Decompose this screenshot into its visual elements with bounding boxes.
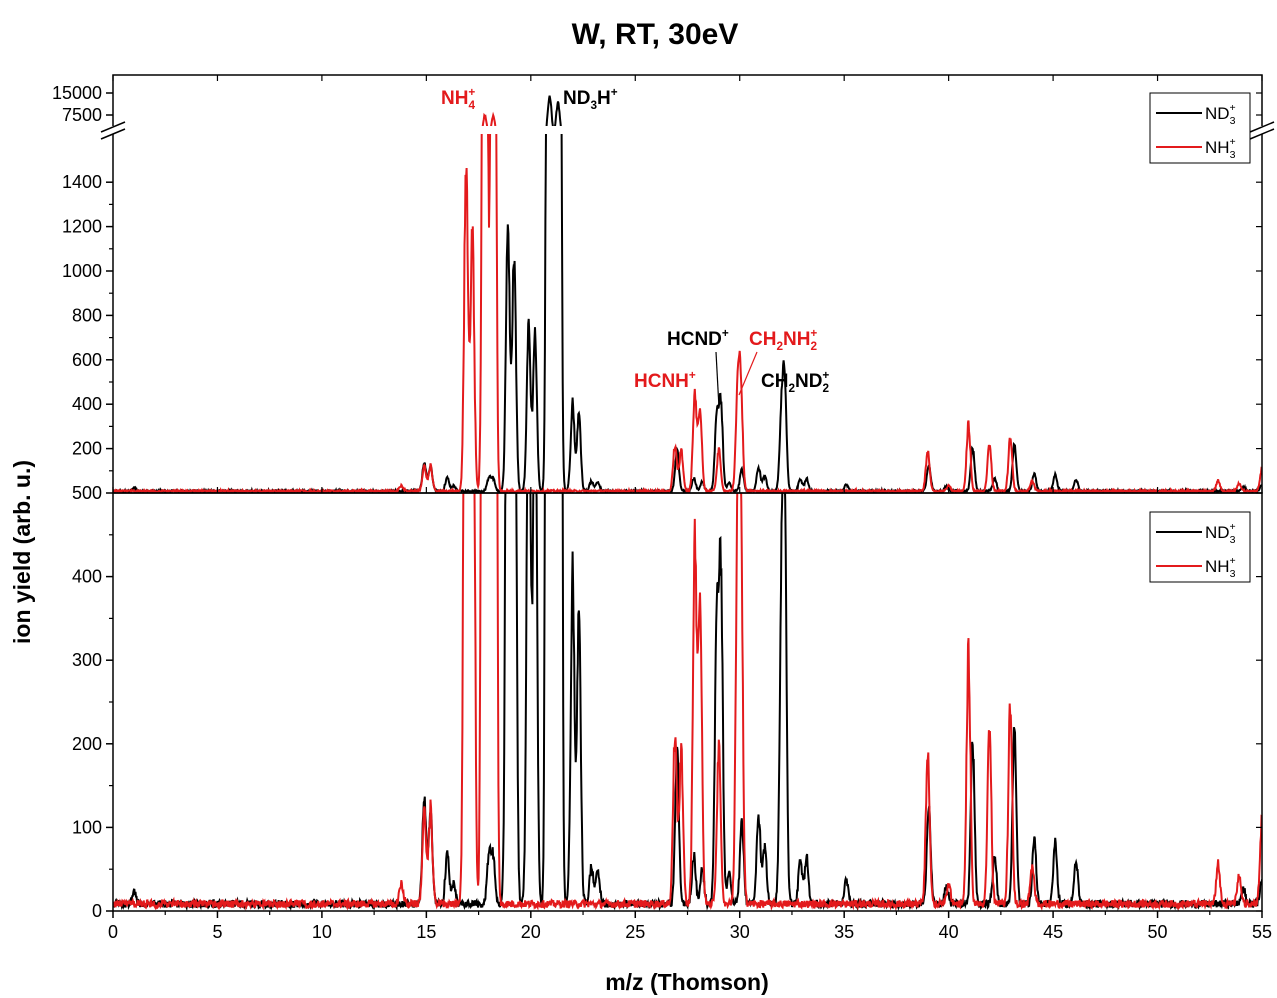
annotation-ch2nd2: CH2ND2+ <box>761 369 829 395</box>
top-y-tick-label: 800 <box>72 305 102 325</box>
top-y-upper-tick-label: 7500 <box>62 105 102 125</box>
series-line-bottom-nd3 <box>113 493 1262 911</box>
annotation-leader-hcnd <box>715 351 720 409</box>
annotation-hcnd: HCND+ <box>667 327 729 350</box>
x-tick-label: 10 <box>312 922 332 942</box>
top-legend-label-nh3: NH3+ <box>1205 136 1236 161</box>
x-tick-label: 20 <box>521 922 541 942</box>
axis-break-mask <box>103 126 123 134</box>
series-line-bottom-nh3 <box>113 493 1262 911</box>
annotation-leader-ch2nh2 <box>738 351 758 396</box>
x-tick-label: 40 <box>939 922 959 942</box>
bottom-panel-frame <box>112 492 1263 912</box>
x-tick-label: 5 <box>212 922 222 942</box>
x-tick-label: 15 <box>416 922 436 942</box>
bottom-legend-box <box>1149 511 1251 583</box>
x-tick-label: 25 <box>625 922 645 942</box>
x-tick-label: 35 <box>834 922 854 942</box>
series-line-top-nd3 <box>113 95 1262 493</box>
top-y-tick-label: 600 <box>72 350 102 370</box>
bottom-legend-label-nh3: NH3+ <box>1205 555 1236 580</box>
x-tick-label: 50 <box>1148 922 1168 942</box>
bottom-y-tick-label: 0 <box>92 901 102 921</box>
top-legend-box <box>1149 92 1251 164</box>
x-tick-label: 45 <box>1043 922 1063 942</box>
x-tick-label: 55 <box>1252 922 1272 942</box>
bottom-y-tick-label: 100 <box>72 817 102 837</box>
annotation-hcnh: HCNH+ <box>634 369 696 392</box>
top-legend-label-nd3: ND3+ <box>1205 102 1236 127</box>
annotation-ch2nh2: CH2NH2+ <box>749 327 817 353</box>
axis-break-mask <box>1252 126 1272 134</box>
y-axis-label: ion yield (arb. u.) <box>9 460 35 644</box>
top-y-upper-tick-label: 15000 <box>52 83 102 103</box>
top-y-base-tick-label: 500 <box>72 483 102 503</box>
chart-title: W, RT, 30eV <box>572 18 739 51</box>
annotation-nd3h: ND3H+ <box>563 86 618 112</box>
annotation-nh4: NH4+ <box>441 86 475 112</box>
axis-break-mark <box>1249 128 1275 140</box>
top-y-tick-label: 400 <box>72 394 102 414</box>
bottom-y-tick-label: 300 <box>72 650 102 670</box>
x-axis-label: m/z (Thomson) <box>605 969 769 995</box>
x-tick-label: 30 <box>730 922 750 942</box>
top-y-tick-label: 1400 <box>62 172 102 192</box>
series-line-top-nh3 <box>113 111 1262 493</box>
top-y-tick-label: 1000 <box>62 261 102 281</box>
top-y-tick-label: 200 <box>72 439 102 459</box>
bottom-legend-label-nd3: ND3+ <box>1205 521 1236 546</box>
axis-break-mark <box>100 128 126 140</box>
x-tick-label: 0 <box>108 922 118 942</box>
bottom-y-tick-label: 200 <box>72 734 102 754</box>
axis-break-mark <box>100 121 126 133</box>
axis-break-mark <box>1249 121 1275 133</box>
bottom-y-tick-label: 400 <box>72 567 102 587</box>
axis-break-gap <box>114 126 1261 134</box>
top-panel-frame <box>112 74 1263 494</box>
top-y-tick-label: 1200 <box>62 217 102 237</box>
